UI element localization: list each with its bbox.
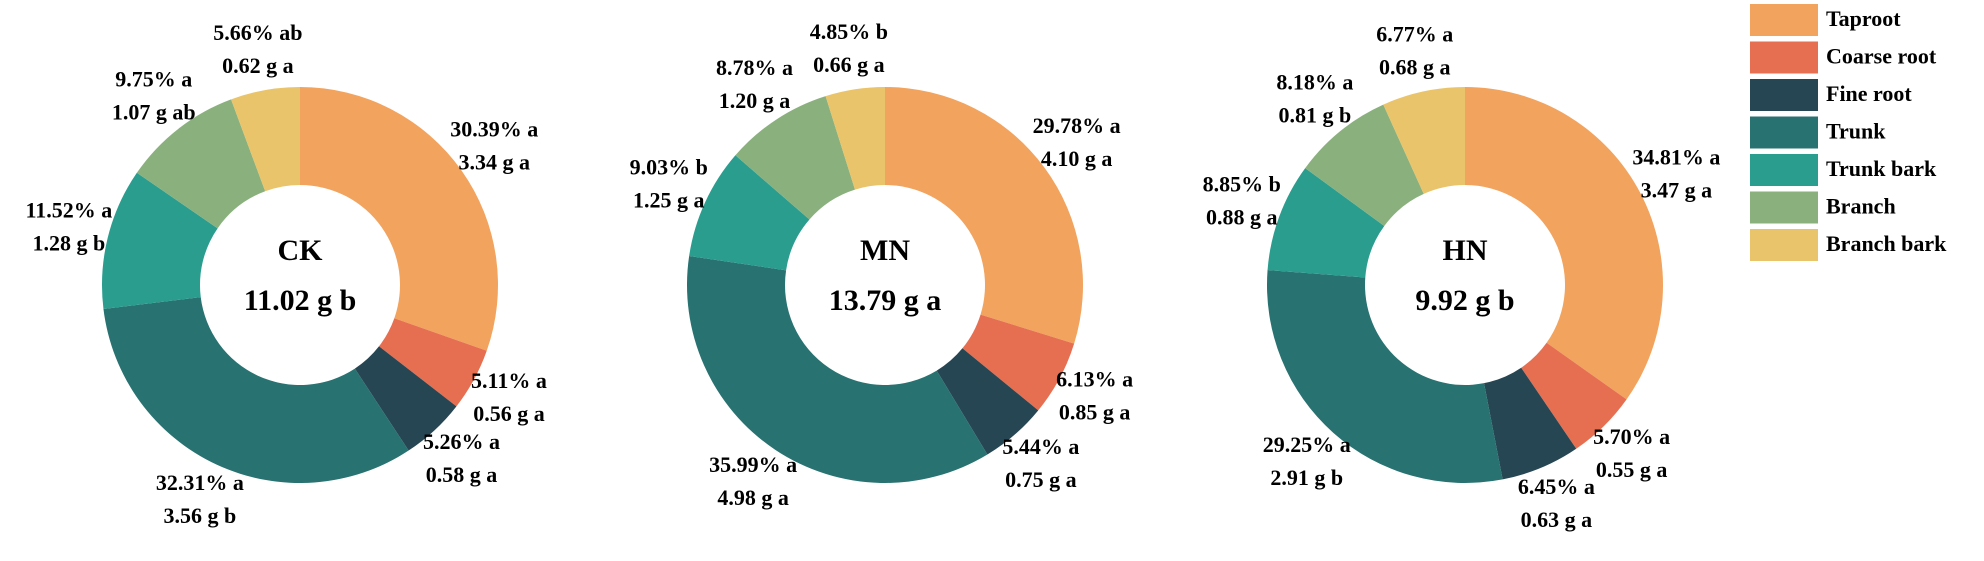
center-title: MN [860,234,910,267]
center-total: 9.92 g b [1415,284,1514,317]
value-label: 5.26% a [423,429,500,454]
donut-slice [300,87,498,351]
value-label: 9.75% a [115,66,192,91]
legend-swatch [1750,154,1818,186]
value-label: 6.45% a [1518,474,1595,499]
value-label: 8.18% a [1276,69,1353,94]
donut-slice [354,346,457,451]
value-label: 11.52% a [25,197,112,222]
value-label: 29.78% a [1033,113,1121,138]
donut-slice [825,87,885,190]
donut-slice [1267,168,1385,278]
value-label: 5.44% a [1002,434,1079,459]
mass-label: 0.88 g a [1206,205,1278,230]
mass-label: 1.20 g a [719,88,791,113]
legend-swatch [1750,116,1818,149]
value-label: 5.11% a [471,368,547,393]
mass-label: 0.62 g a [222,53,294,78]
value-label: 29.25% a [1263,432,1351,457]
value-label: 30.39% a [450,117,538,142]
donut-slice [936,348,1039,455]
donut-slice [103,297,409,484]
value-label: 35.99% a [709,452,797,477]
donut-slice [1484,367,1577,480]
center-title: HN [1443,234,1488,267]
mass-label: 0.66 g a [813,52,885,77]
value-label: 9.03% b [630,155,708,180]
legend-swatch [1750,191,1818,224]
mass-label: 2.91 g b [1270,465,1343,490]
donut-slice [1383,87,1465,194]
mass-label: 0.85 g a [1059,400,1131,425]
mass-label: 0.58 g a [426,462,498,487]
center-total: 11.02 g b [244,284,357,317]
donut-slice [136,99,266,229]
donut-slice [1465,87,1663,400]
legend-swatch [1750,41,1818,74]
legend-label: Trunk bark [1826,156,1937,181]
mass-label: 1.07 g ab [112,99,196,124]
value-label: 34.81% a [1632,145,1720,170]
value-label: 8.85% b [1203,172,1281,197]
mass-label: 0.68 g a [1379,54,1451,79]
value-label: 6.13% a [1056,367,1133,392]
value-label: 8.78% a [716,55,793,80]
legend-swatch [1750,79,1818,111]
donut-slice [379,318,487,407]
mass-label: 0.81 g b [1279,102,1352,127]
center-title: CK [278,234,324,267]
mass-label: 0.56 g a [473,401,545,426]
mass-label: 3.34 g a [458,150,530,175]
mass-label: 1.25 g a [633,188,705,213]
legend-label: Branch bark [1826,231,1947,256]
value-label: 6.77% a [1376,21,1453,46]
legend-swatch [1750,4,1818,36]
mass-label: 3.56 g b [163,503,236,528]
value-label: 4.85% b [810,19,888,44]
donut-slice [689,155,810,271]
legend-label: Taproot [1826,6,1901,31]
donut-slice [101,172,218,309]
legend-swatch [1750,229,1818,261]
donut-slice [231,87,300,192]
value-label: 5.70% a [1593,424,1670,449]
mass-label: 0.55 g a [1596,457,1668,482]
legend-label: Fine root [1826,81,1912,106]
mass-label: 4.10 g a [1041,146,1113,171]
center-total: 13.79 g a [829,284,942,317]
mass-label: 1.28 g b [32,230,105,255]
donut-slice [687,255,988,483]
donut-slice [1521,342,1627,449]
legend-label: Branch [1826,194,1896,219]
value-label: 5.66% ab [213,20,302,45]
mass-label: 4.98 g a [717,485,789,510]
donut-slice [1305,104,1424,226]
mass-label: 0.63 g a [1521,507,1593,532]
value-label: 32.31% a [156,470,244,495]
mass-label: 0.75 g a [1005,467,1077,492]
donut-slice [885,87,1083,344]
mass-label: 3.47 g a [1641,178,1713,203]
legend-label: Coarse root [1826,44,1937,69]
donut-slice [1267,270,1503,483]
legend-label: Trunk [1826,119,1886,144]
donut-slice [735,96,855,220]
donut-slice [962,314,1075,411]
